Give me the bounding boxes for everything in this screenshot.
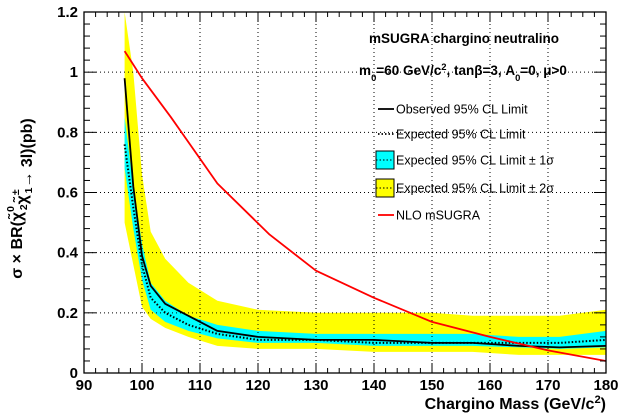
series-line-2 [123, 50, 606, 362]
axes-layer [83, 11, 607, 374]
legend-nlo: NLO mSUGRA [378, 209, 481, 223]
svg-text:σ × BR(χ̃02χ̃±1→ 3l)(pb): σ × BR(χ̃0 2χ̃± 1→ 3l)(pb) [6, 118, 36, 278]
legend-2sigma: Expected 95% CL Limit ± 2σ [375, 178, 554, 198]
x-tick-label: 170 [535, 377, 560, 394]
legend-expected: Expected 95% CL Limit [378, 128, 526, 142]
y-tick-label: 0.6 [57, 185, 78, 202]
series-line-1 [123, 144, 606, 344]
x-tick-label: 100 [129, 377, 154, 394]
chart-title: mSUGRA chargino neutralino [369, 31, 559, 46]
y-tick-label: 0.4 [57, 245, 79, 262]
y-tick-label: 0.2 [57, 305, 78, 322]
bands-layer [124, 12, 606, 355]
y-tick-label: 0.8 [57, 124, 78, 141]
grid-layer [84, 12, 606, 373]
y-axis-title: σ × BR(χ̃0 2χ̃± 1→ 3l)(pb) [6, 118, 36, 278]
y-tick-label: 1.2 [57, 4, 78, 21]
legend-observed-label: Observed 95% CL Limit [396, 103, 528, 117]
x-tick-label: 140 [361, 377, 386, 394]
text-layer: 90 100 110 120 130 140 150 160 170 180 0 0.2 0.4 0.6 0… [6, 4, 619, 413]
legend-expected-label: Expected 95% CL Limit [396, 128, 526, 142]
x-tick-label: 150 [419, 377, 444, 394]
legend-2sigma-label: Expected 95% CL Limit ± 2σ [396, 182, 554, 196]
x-tick-label: 130 [303, 377, 328, 394]
x-axis-title: Chargino Mass (GeV/c2) [425, 394, 606, 413]
x-tick-label: 160 [477, 377, 502, 394]
legend-nlo-label: NLO mSUGRA [396, 209, 481, 223]
x-tick-label: 120 [245, 377, 270, 394]
chart-subtitle: m0=60 GeV/c2, tanβ=3, A0=0, μ>0 [359, 62, 567, 84]
legend-1sigma-label: Expected 95% CL Limit ± 1σ [396, 154, 554, 168]
series-layer [123, 50, 606, 362]
x-tick-label: 90 [76, 377, 93, 394]
legend-1sigma: Expected 95% CL Limit ± 1σ [375, 150, 554, 170]
x-tick-label: 110 [188, 377, 212, 394]
y-tick-label: 1 [70, 64, 78, 81]
legend-layer: Observed 95% CL Limit Expected 95% CL Lim… [375, 103, 554, 223]
series-line-0 [123, 78, 606, 349]
legend-observed: Observed 95% CL Limit [378, 103, 528, 117]
y-tick-label: 0 [70, 365, 78, 382]
x-tick-label: 180 [593, 377, 618, 394]
